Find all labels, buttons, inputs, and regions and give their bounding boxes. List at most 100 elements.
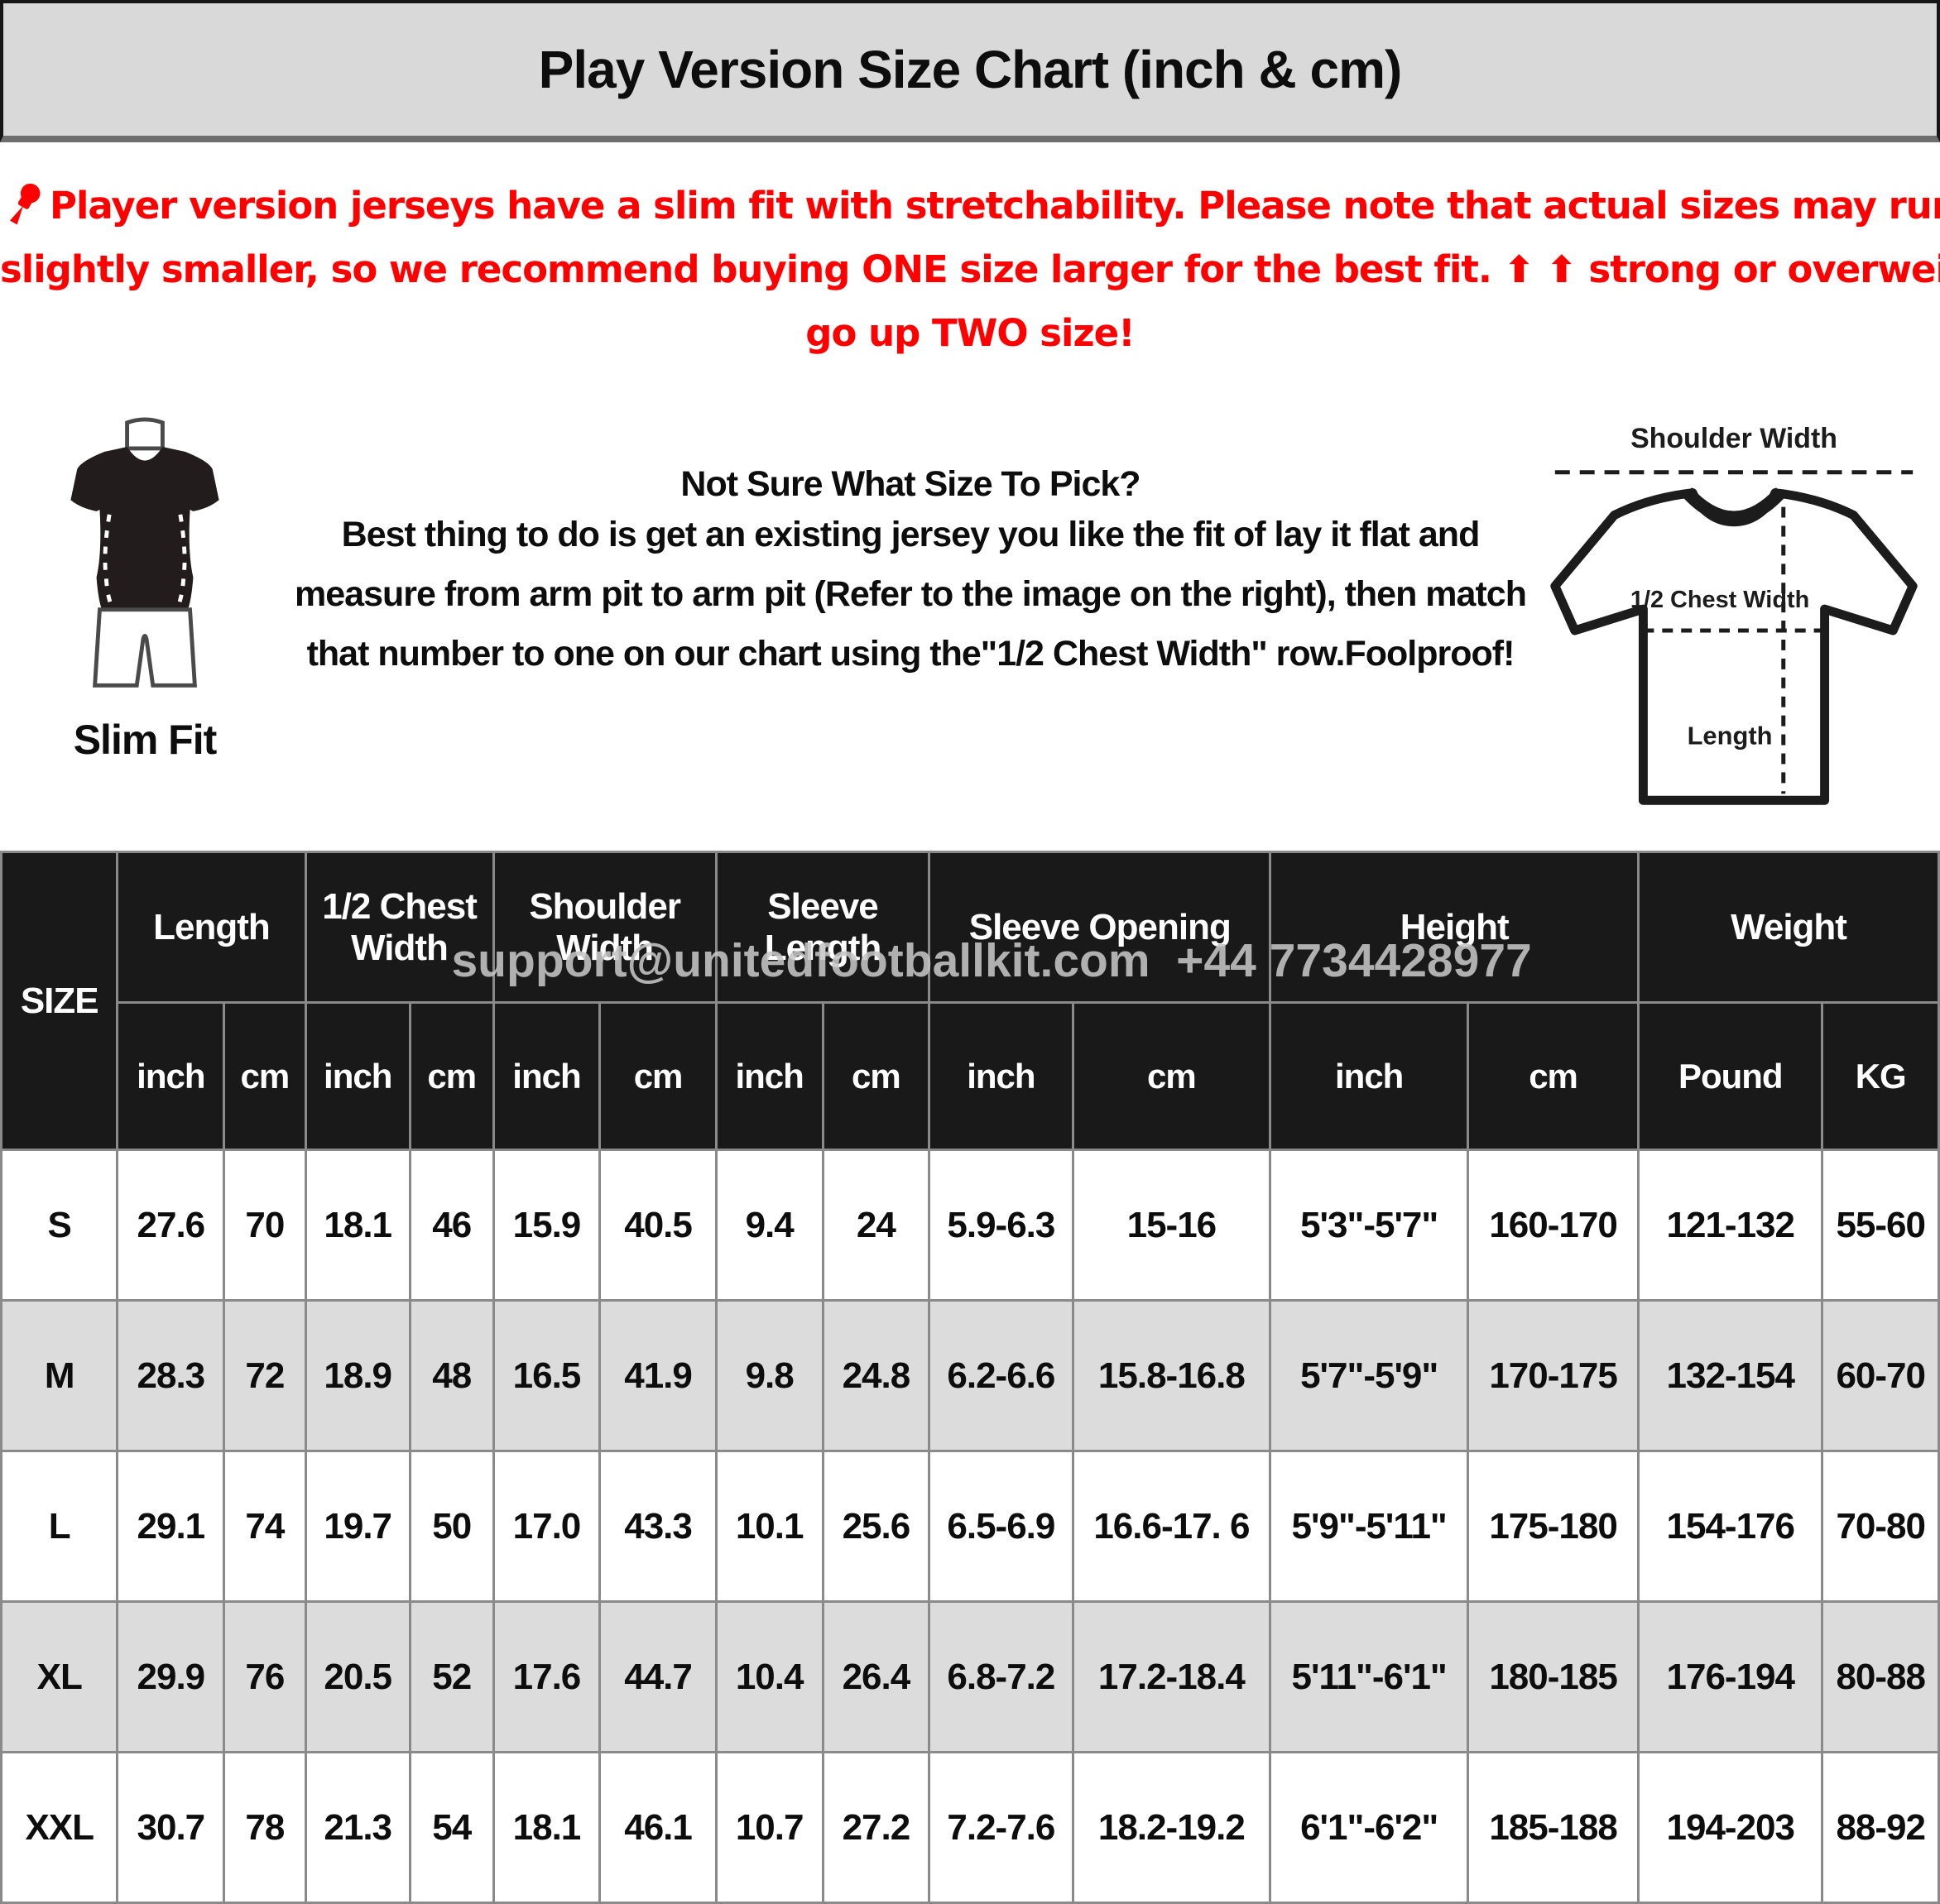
- fit-warning-line-1: Player version jerseys have a slim fit w…: [0, 174, 1940, 237]
- measurement-diagram-block: Shoulder Width 1/2 Chest Width Length: [1531, 408, 1940, 856]
- size-cell: XL: [0, 1600, 119, 1753]
- diagram-length-label: Length: [1688, 721, 1773, 750]
- size-help-heading: Not Sure What Size To Pick?: [680, 464, 1140, 504]
- value-cell: 88-92: [1821, 1751, 1940, 1904]
- size-help-body: Best thing to do is get an existing jers…: [295, 515, 1527, 674]
- size-cell: L: [0, 1450, 119, 1603]
- value-cell: 17.2-18.4: [1071, 1600, 1272, 1753]
- value-cell: 170-175: [1467, 1299, 1640, 1452]
- fit-warning-note: Player version jerseys have a slim fit w…: [0, 174, 1940, 365]
- value-cell: 5.9-6.3: [928, 1149, 1074, 1302]
- value-cell: 18.1: [492, 1751, 602, 1904]
- col-header-half-chest-width: 1/2 Chest Width: [304, 851, 495, 1004]
- col-header-sleeve-opening: Sleeve Opening: [928, 851, 1272, 1004]
- value-cell: 10.4: [714, 1600, 824, 1753]
- col-header-height: Height: [1269, 851, 1640, 1004]
- value-cell: 132-154: [1637, 1299, 1824, 1452]
- col-header-size: SIZE: [0, 851, 119, 1151]
- page-title: Play Version Size Chart (inch & cm): [538, 40, 1403, 99]
- value-cell: 70: [223, 1149, 307, 1302]
- value-cell: 24.8: [821, 1299, 931, 1452]
- value-cell: 70-80: [1821, 1450, 1940, 1603]
- size-cell: M: [0, 1299, 119, 1452]
- size-help-text: Not Sure What Size To Pick? Best thing t…: [290, 408, 1531, 683]
- value-cell: 76: [223, 1600, 307, 1753]
- unit-header: inch: [714, 1001, 824, 1151]
- value-cell: 7.2-7.6: [928, 1751, 1074, 1904]
- value-cell: 26.4: [821, 1600, 931, 1753]
- value-cell: 17.6: [492, 1600, 602, 1753]
- value-cell: 27.2: [821, 1751, 931, 1904]
- fit-warning-line-3: go up TWO size!: [0, 301, 1940, 365]
- value-cell: 60-70: [1821, 1299, 1940, 1452]
- value-cell: 55-60: [1821, 1149, 1940, 1302]
- value-cell: 72: [223, 1299, 307, 1452]
- unit-header: cm: [1071, 1001, 1272, 1151]
- value-cell: 27.6: [116, 1149, 226, 1302]
- value-cell: 6.8-7.2: [928, 1600, 1074, 1753]
- pushpin-icon: [9, 183, 41, 225]
- value-cell: 5'11"-6'1": [1269, 1600, 1470, 1753]
- value-cell: 15.8-16.8: [1071, 1299, 1272, 1452]
- value-cell: 154-176: [1637, 1450, 1824, 1603]
- unit-header: inch: [492, 1001, 602, 1151]
- tshirt-outline: [1550, 488, 1918, 805]
- value-cell: 5'7"-5'9": [1269, 1299, 1470, 1452]
- value-cell: 16.6-17. 6: [1071, 1450, 1272, 1603]
- value-cell: 194-203: [1637, 1751, 1824, 1904]
- value-cell: 19.7: [304, 1450, 411, 1603]
- col-header-sleeve-length: Sleeve Length: [714, 851, 931, 1004]
- tshirt-collar: [1682, 487, 1786, 525]
- unit-header: inch: [1269, 1001, 1470, 1151]
- slim-fit-shirt-icon: [70, 417, 219, 688]
- value-cell: 54: [408, 1751, 495, 1904]
- value-cell: 160-170: [1467, 1149, 1640, 1302]
- value-cell: 80-88: [1821, 1600, 1940, 1753]
- value-cell: 18.1: [304, 1149, 411, 1302]
- fit-warning-text-3: go up TWO size!: [805, 311, 1135, 355]
- size-cell: S: [0, 1149, 119, 1302]
- value-cell: 20.5: [304, 1600, 411, 1753]
- tshirt-measurement-diagram: Shoulder Width 1/2 Chest Width Length: [1550, 423, 1918, 805]
- value-cell: 46.1: [598, 1751, 718, 1904]
- value-cell: 41.9: [598, 1299, 718, 1452]
- value-cell: 48: [408, 1299, 495, 1452]
- value-cell: 9.8: [714, 1299, 824, 1452]
- value-cell: 25.6: [821, 1450, 931, 1603]
- value-cell: 176-194: [1637, 1600, 1824, 1753]
- unit-header: inch: [304, 1001, 411, 1151]
- col-header-shoulder-width: Shoulder Width: [492, 851, 718, 1004]
- value-cell: 180-185: [1467, 1600, 1640, 1753]
- value-cell: 24: [821, 1149, 931, 1302]
- value-cell: 28.3: [116, 1299, 226, 1452]
- table-group-header-row: SIZE Length 1/2 Chest Width Shoulder Wid…: [0, 851, 1940, 1151]
- value-cell: 6.2-6.6: [928, 1299, 1074, 1452]
- fit-warning-text-2: slightly smaller, so we recommend buying…: [0, 247, 1940, 291]
- value-cell: 6.5-6.9: [928, 1450, 1074, 1603]
- value-cell: 175-180: [1467, 1450, 1640, 1603]
- size-cell: XXL: [0, 1751, 119, 1904]
- value-cell: 40.5: [598, 1149, 718, 1302]
- value-cell: 6'1"-6'2": [1269, 1751, 1470, 1904]
- slim-fit-block: Slim Fit: [0, 408, 290, 764]
- table-row-xl: XL 29.9 76 20.5 52 17.6 44.7 10.4 26.4 6…: [0, 1600, 1940, 1753]
- unit-header: cm: [223, 1001, 307, 1151]
- value-cell: 74: [223, 1450, 307, 1603]
- fit-warning-text-1: Player version jerseys have a slim fit w…: [50, 184, 1940, 228]
- value-cell: 43.3: [598, 1450, 718, 1603]
- table-row-m: M 28.3 72 18.9 48 16.5 41.9 9.8 24.8 6.2…: [0, 1299, 1940, 1452]
- unit-header: inch: [116, 1001, 226, 1151]
- value-cell: 10.7: [714, 1751, 824, 1904]
- value-cell: 29.9: [116, 1600, 226, 1753]
- unit-header: cm: [1467, 1001, 1640, 1151]
- value-cell: 185-188: [1467, 1751, 1640, 1904]
- table-row-xxl: XXL 30.7 78 21.3 54 18.1 46.1 10.7 27.2 …: [0, 1751, 1940, 1904]
- value-cell: 50: [408, 1450, 495, 1603]
- value-cell: 52: [408, 1600, 495, 1753]
- value-cell: 21.3: [304, 1751, 411, 1904]
- value-cell: 17.0: [492, 1450, 602, 1603]
- value-cell: 10.1: [714, 1450, 824, 1603]
- fit-warning-line-2: slightly smaller, so we recommend buying…: [0, 237, 1940, 301]
- value-cell: 121-132: [1637, 1149, 1824, 1302]
